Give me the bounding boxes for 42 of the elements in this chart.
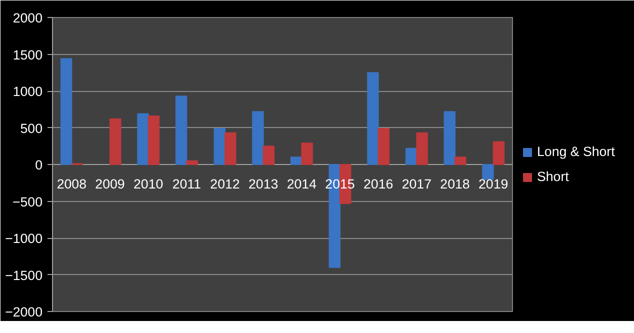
x-tick-label: 2012: [210, 176, 240, 192]
x-tick-label: 2014: [286, 176, 318, 192]
bar: [252, 111, 264, 165]
legend-label: Short: [537, 169, 569, 184]
bar: [110, 118, 122, 165]
x-tick-label: 2019: [478, 176, 508, 192]
bar: [60, 58, 72, 165]
bar: [416, 132, 428, 165]
x-tick-label: 2015: [325, 176, 355, 192]
bar: [290, 156, 302, 165]
bar: [301, 142, 313, 165]
bar: [186, 160, 198, 165]
x-tick-label: 2011: [172, 176, 202, 192]
y-tick-label: 1000: [12, 84, 43, 99]
bar: [214, 128, 226, 165]
y-tick-label: −500: [12, 194, 43, 210]
x-tick-label: 2017: [402, 176, 432, 192]
x-tick-label: 2008: [56, 176, 86, 192]
x-tick-label: 2009: [95, 176, 125, 192]
y-tick-label: 2000: [12, 10, 43, 26]
bar: [137, 113, 149, 165]
x-tick-label: 2013: [248, 176, 278, 192]
legend-label: Long & Short: [537, 144, 615, 159]
bar: [367, 72, 379, 165]
bar: [175, 96, 188, 165]
bar: [444, 111, 456, 165]
x-tick-label: 2018: [440, 176, 470, 192]
y-tick-label: −1000: [5, 231, 43, 246]
bar: [262, 146, 275, 165]
bar: [482, 164, 494, 180]
bar: [454, 156, 466, 165]
y-tick-label: 1500: [12, 47, 43, 62]
x-tick-label: 2010: [134, 176, 164, 192]
bar: [492, 141, 505, 165]
y-tick-label: −1500: [5, 268, 43, 283]
y-tick-label: 0: [35, 158, 43, 172]
y-tick-label: 500: [20, 120, 43, 136]
bar: [224, 132, 236, 165]
y-tick-label: −2000: [5, 304, 43, 320]
x-tick-label: 2016: [364, 176, 394, 192]
bar: [378, 128, 390, 165]
bar: [148, 115, 160, 165]
